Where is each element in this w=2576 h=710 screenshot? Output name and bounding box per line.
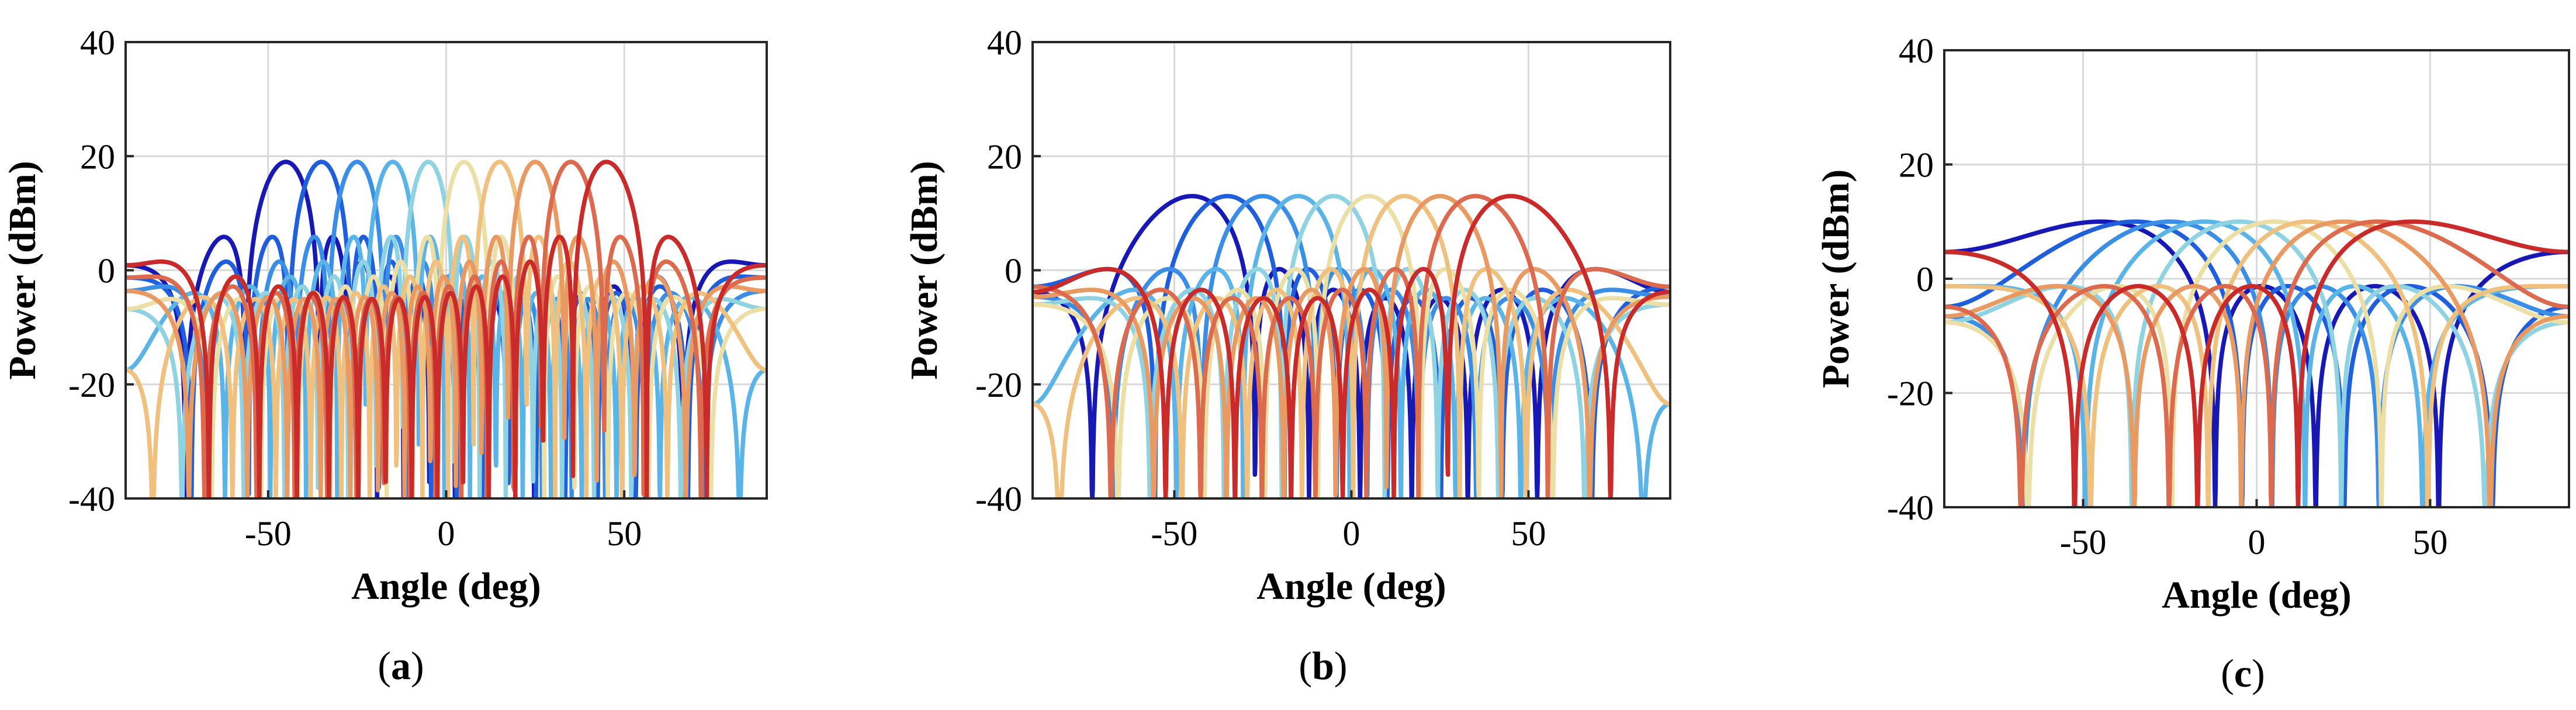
y-tick-label: 0: [1005, 252, 1022, 290]
panel-caption: (b): [1299, 643, 1347, 688]
caption-open-paren: (: [1299, 643, 1312, 688]
series-line-beam-7: [126, 160, 767, 498]
x-tick-label: 0: [2248, 523, 2266, 562]
y-tick-label: 20: [80, 137, 115, 176]
x-tick-label: 50: [2412, 523, 2447, 562]
y-axis-label: Power (dBm): [903, 161, 946, 380]
y-tick-label: 40: [80, 23, 115, 62]
series-line-beam-8: [1944, 219, 2569, 507]
y-tick-label: 0: [98, 252, 115, 290]
panel-caption: (a): [378, 643, 424, 688]
caption-letter: a: [391, 643, 411, 688]
y-tick-label: 40: [1899, 32, 1934, 70]
series-group: [126, 160, 767, 498]
series-group: [1033, 193, 1670, 498]
series-line-beam-8: [1033, 193, 1670, 498]
series-line-beam-10: [1944, 219, 2569, 507]
y-tick-label: -40: [1887, 489, 1934, 527]
x-axis-label: Angle (deg): [2162, 574, 2351, 617]
series-line-beam-10: [1033, 193, 1670, 498]
y-tick-label: 20: [1899, 146, 1934, 185]
y-tick-label: 20: [987, 137, 1022, 176]
series-line-beam-8: [126, 160, 767, 498]
y-tick-label: -20: [1887, 375, 1934, 413]
y-tick-label: 0: [1916, 260, 1934, 299]
x-tick-label: -50: [2060, 523, 2107, 562]
caption-close-paren: ): [2252, 651, 2265, 695]
y-tick-label: -40: [68, 480, 115, 518]
series-line-beam-9: [1944, 219, 2569, 507]
x-axis-label: Angle (deg): [351, 565, 541, 608]
y-axis-label: Power (dBm): [1, 161, 44, 380]
x-tick-label: 50: [607, 514, 642, 553]
panel-a: -50 0 50 -40 -20 0 20 40 Angle (deg) Power (dBm) (…: [1, 23, 768, 688]
panel-b: -50 0 50 -40 -20 0 20 40 Angle (deg) Power (dBm) (…: [903, 23, 1671, 688]
caption-close-paren: ): [1334, 643, 1348, 688]
series-line-beam-10: [126, 160, 767, 498]
caption-open-paren: (: [378, 643, 391, 688]
x-axis-label: Angle (deg): [1256, 565, 1446, 608]
series-line-beam-6: [1944, 219, 2569, 507]
x-tick-label: 0: [438, 514, 455, 553]
x-tick-label: -50: [1151, 514, 1197, 553]
series-group: [1944, 219, 2569, 507]
x-tick-label: -50: [245, 514, 292, 553]
y-tick-label: 40: [987, 23, 1022, 62]
series-line-beam-9: [1033, 193, 1670, 498]
caption-letter: b: [1312, 643, 1334, 688]
y-tick-label: -40: [975, 480, 1022, 518]
caption-close-paren: ): [411, 643, 424, 688]
x-tick-label: 0: [1343, 514, 1360, 553]
caption-open-paren: (: [2221, 651, 2234, 695]
caption-letter: c: [2234, 651, 2252, 695]
x-tick-label: 50: [1511, 514, 1546, 553]
series-line-beam-9: [126, 160, 767, 498]
y-tick-label: -20: [68, 366, 115, 404]
panel-caption: (c): [2221, 651, 2265, 695]
panel-c: -50 0 50 -40 -20 0 20 40 Angle (deg) Power (dBm) (…: [1815, 32, 2570, 695]
y-axis-label: Power (dBm): [1815, 169, 1857, 389]
y-tick-label: -20: [975, 366, 1022, 404]
